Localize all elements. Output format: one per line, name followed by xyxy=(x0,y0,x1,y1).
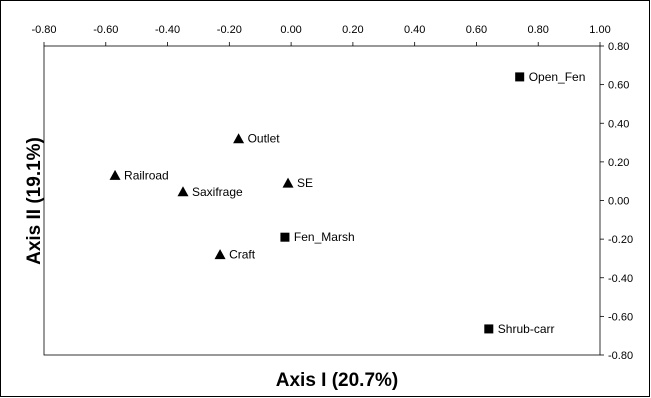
y-tick-label: 0.80 xyxy=(608,41,629,53)
x-tick-label: -0.20 xyxy=(217,24,242,36)
point-label: Shrub-carr xyxy=(498,322,555,336)
y-tick-label: -0.60 xyxy=(608,311,633,323)
x-tick-label: -0.80 xyxy=(31,24,56,36)
point-label: SE xyxy=(297,176,313,190)
x-tick-label: 0.40 xyxy=(404,24,425,36)
triangle-marker xyxy=(282,177,294,188)
y-tick-label: -0.40 xyxy=(608,273,633,285)
triangle-marker xyxy=(109,169,121,180)
triangle-marker xyxy=(214,249,226,260)
x-tick-label: 1.00 xyxy=(589,24,610,36)
point-label: Craft xyxy=(229,248,256,262)
plot-area xyxy=(43,45,601,356)
y-axis: 0.80 0.60 0.40 0.20 0.00 -0.20 -0.40 -0.60 -0.80 xyxy=(600,41,633,362)
y-tick-label: -0.80 xyxy=(608,350,633,362)
square-marker xyxy=(280,232,290,242)
y-tick-label: 0.60 xyxy=(608,80,629,92)
x-tick-label: -0.60 xyxy=(93,24,118,36)
square-marker xyxy=(515,72,525,82)
point-label: Open_Fen xyxy=(529,70,586,84)
x-tick-label: 0.00 xyxy=(280,24,301,36)
y-tick-label: -0.20 xyxy=(608,234,633,246)
triangle-marker xyxy=(233,133,245,144)
point-label: Saxifrage xyxy=(192,185,243,199)
x-tick-label: -0.40 xyxy=(155,24,180,36)
y-axis-title: Axis II (19.1%) xyxy=(24,137,45,265)
x-tick-label: 0.60 xyxy=(466,24,487,36)
x-tick-label: 0.20 xyxy=(342,24,363,36)
point-label: Outlet xyxy=(248,132,281,146)
y-tick-label: 0.40 xyxy=(608,118,629,130)
point-label: Railroad xyxy=(124,168,169,182)
data-points: Open_Fen Outlet Railroad SE Saxifrage Fen_Mar… xyxy=(109,70,586,336)
point-label: Fen_Marsh xyxy=(294,230,355,244)
x-axis: -0.80 -0.60 -0.40 -0.20 0.00 0.20 0.40 0.60 0.80… xyxy=(31,24,611,46)
x-axis-title: Axis I (20.7%) xyxy=(276,370,399,391)
x-tick-label: 0.80 xyxy=(528,24,549,36)
y-tick-label: 0.00 xyxy=(608,196,629,208)
plot-border xyxy=(43,45,601,356)
y-tick-label: 0.20 xyxy=(608,157,629,169)
triangle-marker xyxy=(177,186,189,197)
square-marker xyxy=(484,324,494,334)
